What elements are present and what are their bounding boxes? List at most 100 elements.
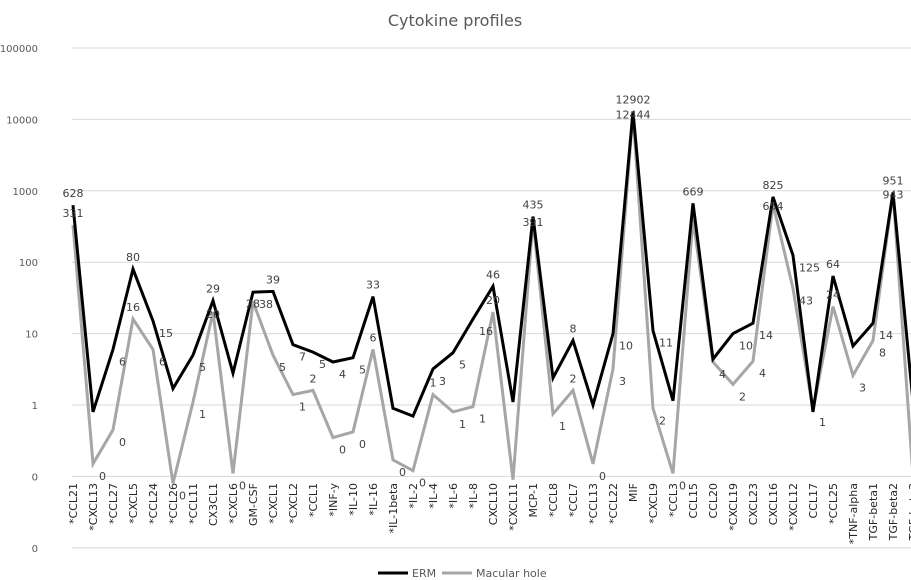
- macular-hole-data-label: 3: [619, 375, 626, 388]
- x-category-label: *INF-y: [327, 483, 340, 517]
- macular-hole-data-label: 8: [879, 347, 886, 360]
- x-category-label: *CCL22: [607, 483, 620, 524]
- x-category-label: *IL-1beta: [387, 483, 400, 533]
- macular-hole-data-label: 0: [679, 479, 686, 492]
- erm-data-label: 435: [523, 199, 544, 212]
- erm-data-label: 11: [659, 337, 673, 350]
- erm-data-label: 12902: [616, 93, 651, 106]
- x-category-label: *IL-16: [367, 483, 380, 516]
- erm-data-label: 5: [459, 359, 466, 372]
- macular-hole-data-label: 0: [119, 436, 126, 449]
- chart-title: Cytokine profiles: [388, 11, 522, 30]
- x-category-label: *IL-4: [427, 483, 440, 509]
- macular-hole-data-label: 1: [199, 408, 206, 421]
- erm-data-label: 46: [486, 268, 500, 281]
- x-category-label: CCL17: [807, 483, 820, 519]
- erm-data-label: 7: [299, 351, 306, 364]
- x-category-label: *CCL1: [307, 483, 320, 517]
- x-category-label: *CXCL19: [727, 483, 740, 531]
- erm-data-label: 3: [439, 375, 446, 388]
- x-category-label: *CCL11: [187, 483, 200, 524]
- x-category-label: *CCL7: [567, 483, 580, 517]
- macular-hole-data-label: 654: [763, 200, 784, 213]
- x-category-label: TGF-beta2: [887, 483, 900, 541]
- x-category-label: *CCL27: [107, 483, 120, 524]
- macular-hole-data-label: 4: [759, 367, 766, 380]
- macular-hole-data-label: 20: [486, 294, 500, 307]
- legend: ERM Macular hole: [378, 567, 547, 580]
- erm-data-label: 628: [63, 187, 84, 200]
- macular-hole-data-label: 1: [559, 420, 566, 433]
- erm-data-label: 10: [739, 340, 753, 353]
- x-category-label: *IL-2: [407, 483, 420, 509]
- x-category-label: *CCL24: [147, 483, 160, 524]
- x-category-label: *TNF-alpha: [847, 483, 860, 544]
- erm-data-label: 5: [359, 364, 366, 377]
- erm-data-label: 6: [119, 355, 126, 368]
- macular-hole-data-label: 0: [339, 444, 346, 457]
- macular-hole-data-label: 2: [659, 414, 666, 427]
- x-category-label: *CXCL2: [287, 483, 300, 524]
- macular-hole-data-label: 24: [826, 288, 840, 301]
- x-category-label: *IL-8: [467, 483, 480, 509]
- y-tick-label: 1000: [13, 187, 38, 198]
- x-category-label: *CXCL1: [267, 483, 280, 524]
- erm-data-label: 15: [159, 327, 173, 340]
- y-tick-label: 100000: [0, 44, 38, 55]
- x-category-label: *CXCL9: [647, 483, 660, 524]
- erm-data-label: 4: [339, 368, 346, 381]
- erm-data-label: 125: [799, 261, 820, 274]
- macular-hole-data-label: 1: [479, 413, 486, 426]
- macular-hole-data-label: 28: [246, 298, 260, 311]
- macular-hole-data-label: 43: [799, 294, 813, 307]
- x-category-label: MIF: [627, 483, 640, 502]
- x-category-label: *CXCL5: [127, 483, 140, 524]
- x-category-label: *IL-10: [347, 483, 360, 516]
- erm-data-label: 951: [883, 174, 904, 187]
- macular-hole-data-label: 331: [63, 207, 84, 220]
- erm-data-label: 14: [759, 329, 773, 342]
- x-category-label: CCL20: [707, 483, 720, 519]
- macular-hole-data-label: 0: [99, 470, 106, 483]
- macular-hole-data-label: 6: [159, 355, 166, 368]
- series-lines: [71, 111, 911, 484]
- x-category-label: *IL-6: [447, 483, 460, 509]
- x-category-label: MCP-1: [527, 483, 540, 518]
- macular-hole-data-label: 1: [459, 418, 466, 431]
- macular-hole-data-label: 20: [206, 308, 220, 321]
- erm-data-label: 64: [826, 258, 840, 271]
- macular-hole-data-label: 2: [739, 390, 746, 403]
- macular-hole-data-label: 5: [279, 361, 286, 374]
- macular-hole-data-label: 943: [883, 189, 904, 202]
- erm-data-label: 80: [126, 251, 140, 264]
- erm-data-label: 8: [570, 323, 577, 336]
- x-category-label: TGF-beta1: [867, 483, 880, 541]
- x-category-label: TGF-beta3: [907, 483, 911, 541]
- x-category-label: *CCL8: [547, 483, 560, 517]
- macular-hole-data-label: 0: [179, 489, 186, 502]
- macular-hole-data-label: 0: [399, 466, 406, 479]
- macular-hole-data-label: 1: [299, 401, 306, 414]
- legend-erm-label: ERM: [412, 567, 436, 580]
- x-category-label: *CXCL11: [507, 483, 520, 531]
- erm-data-label: 33: [366, 279, 380, 292]
- x-category-label: CX3CL1: [207, 483, 220, 526]
- x-category-label: CCL15: [687, 483, 700, 519]
- y-tick-label: 0: [32, 544, 38, 555]
- erm-data-label: 14: [879, 329, 893, 342]
- erm-data-label: 29: [206, 283, 220, 296]
- erm-data-label: 5: [319, 358, 326, 371]
- x-category-label: CXCL10: [487, 483, 500, 525]
- y-tick-label: 0: [32, 472, 38, 483]
- x-category-label: *CCL13: [587, 483, 600, 524]
- erm-data-label: 39: [266, 273, 280, 286]
- macular-hole-data-label: 4: [719, 368, 726, 381]
- erm-data-label: 10: [619, 340, 633, 353]
- y-tick-label: 100: [19, 258, 38, 269]
- x-category-label: *CCL26: [167, 483, 180, 524]
- x-axis-categories: *CCL21 *CXCL13 *CCL27 *CXCL5 *CCL24 *CCL26 *CC…: [67, 483, 911, 545]
- erm-data-label: 5: [199, 361, 206, 374]
